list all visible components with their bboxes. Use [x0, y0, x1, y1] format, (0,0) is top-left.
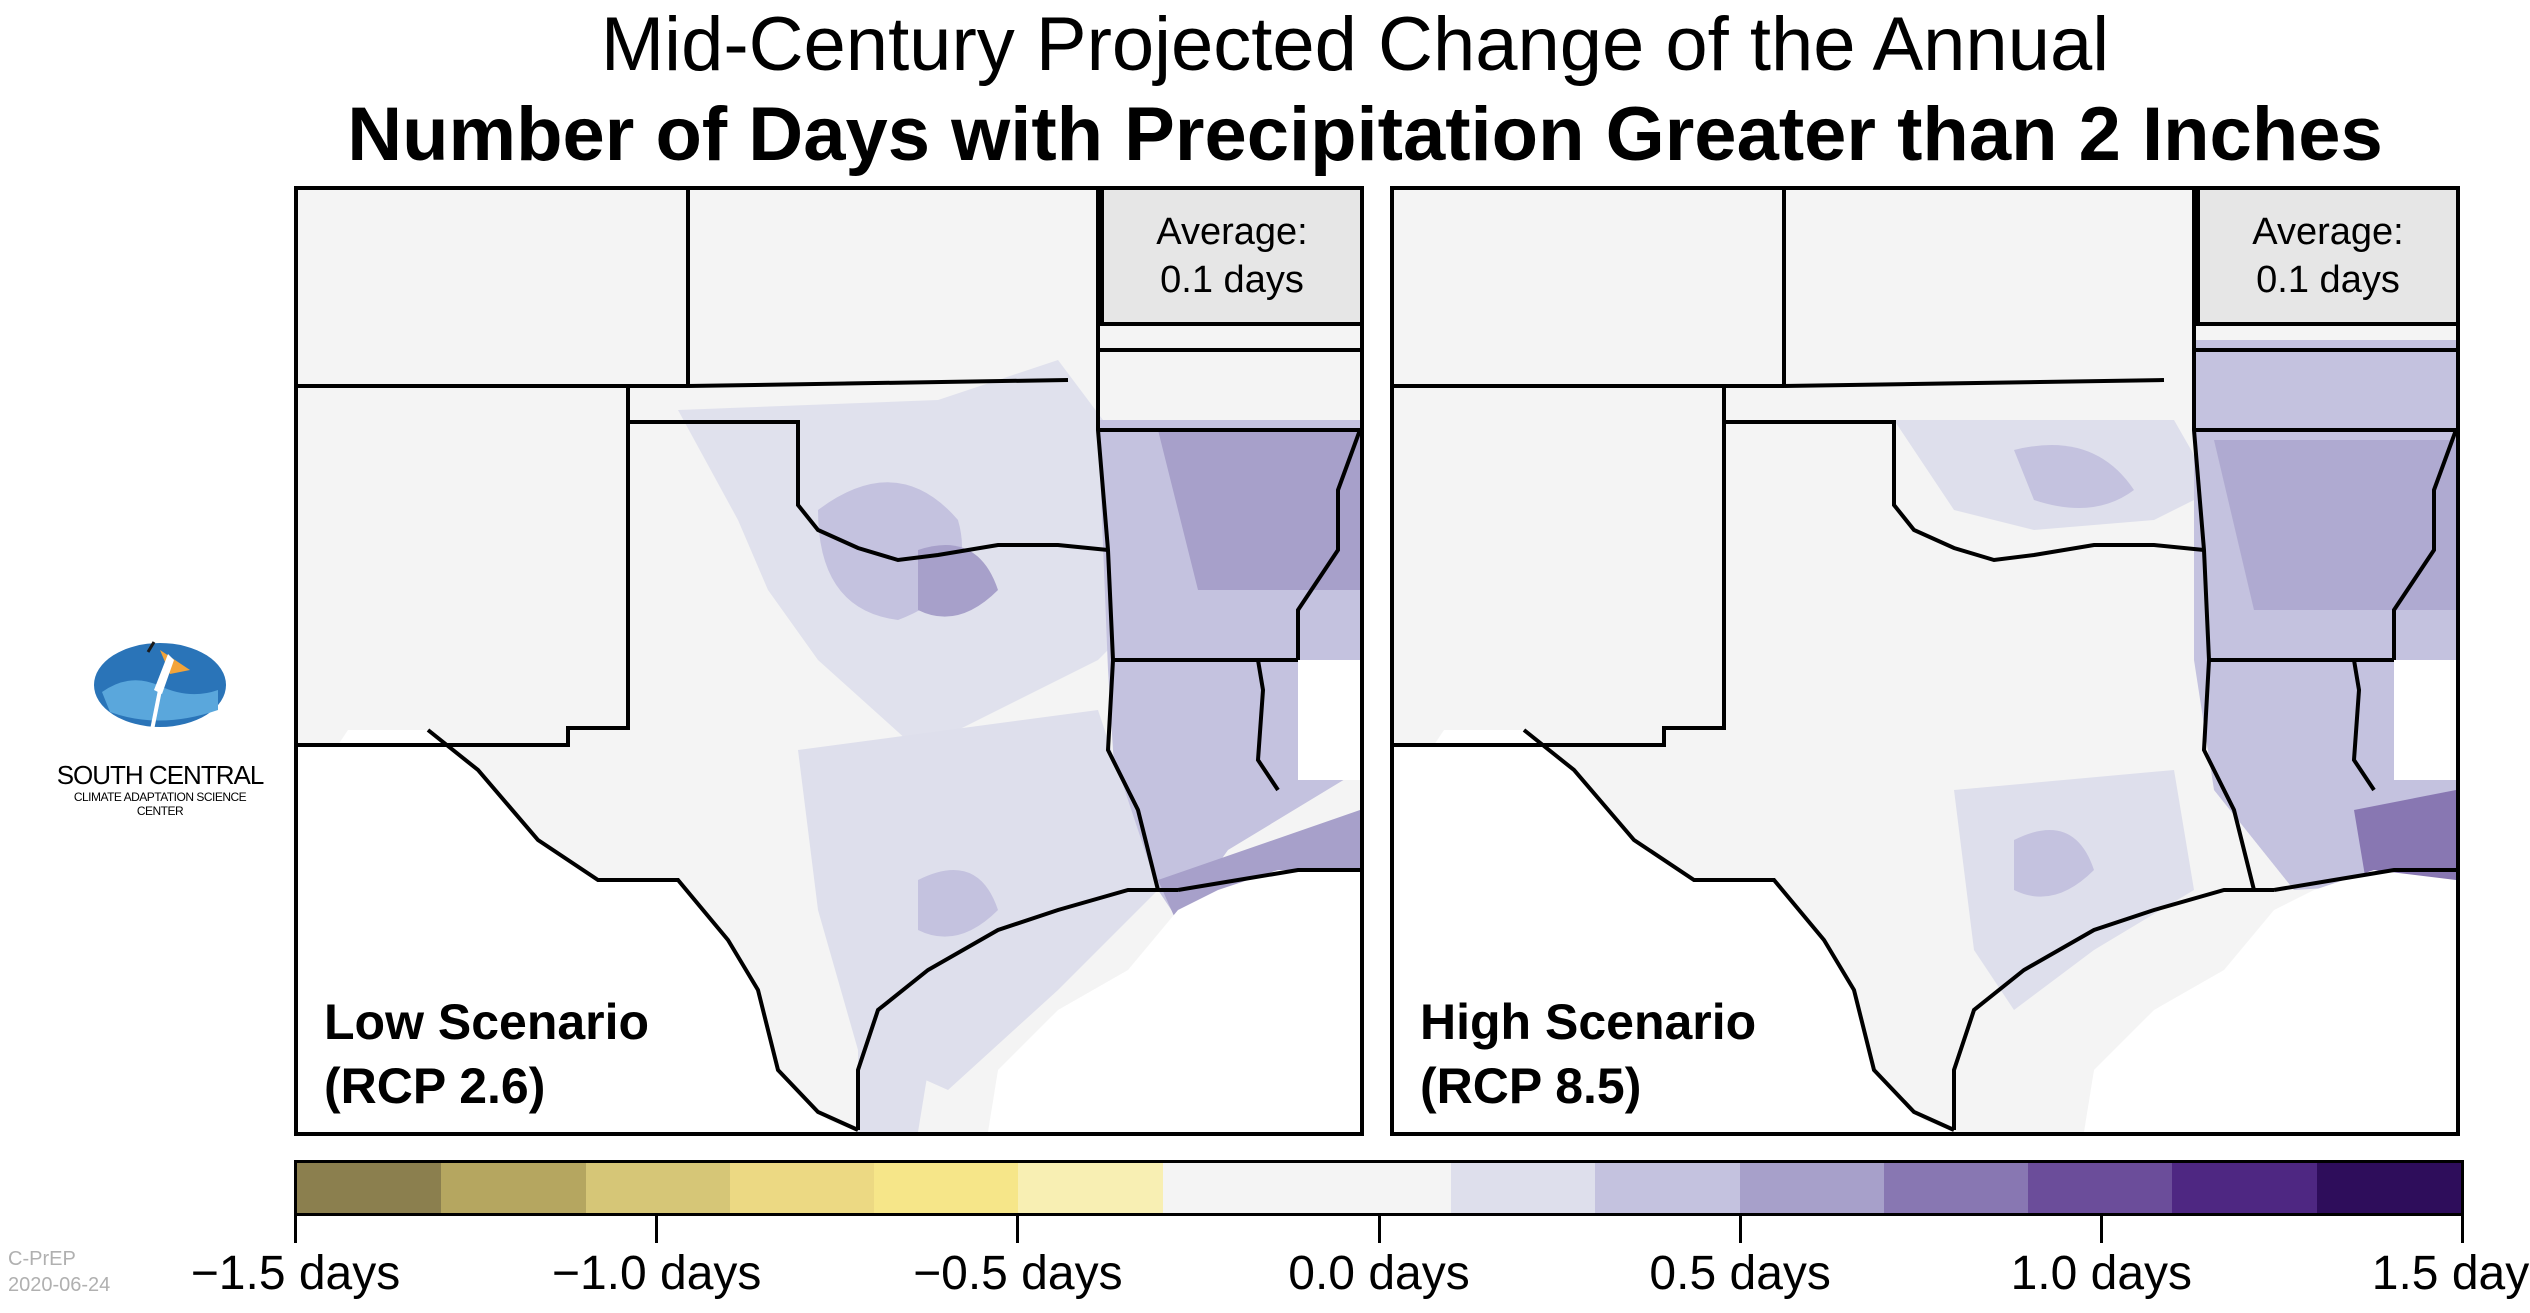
colorbar-segment	[297, 1163, 442, 1213]
colorbar-segment	[1595, 1163, 1740, 1213]
colorbar-tick	[1016, 1213, 1020, 1243]
map-high-scenario	[1394, 190, 2456, 1132]
colorbar-segment	[2172, 1163, 2317, 1213]
colorbar-tick-label: 1.5 days	[2371, 1247, 2530, 1300]
colorbar-tick	[655, 1213, 659, 1243]
average-value: 0.1 days	[2256, 259, 2400, 301]
colorbar-segment	[2028, 1163, 2173, 1213]
colorbar-legend	[294, 1160, 2464, 1216]
colorbar-segment	[1739, 1163, 1884, 1213]
colorbar-tick	[294, 1213, 297, 1243]
colorbar-segment	[729, 1163, 875, 1213]
average-box: Average: 0.1 days	[1100, 190, 1360, 326]
credit-org: C-PrEP	[8, 1248, 76, 1270]
logo-subtitle: CLIMATE ADAPTATION SCIENCE CENTER	[73, 790, 247, 818]
scenario-name: High Scenario	[1420, 994, 1757, 1050]
colorbar-segment	[1162, 1163, 1307, 1213]
title-line-2: Number of Days with Precipitation Greate…	[347, 92, 2383, 177]
map-panel-low: Average: 0.1 days Low Scenario (RCP 2.6)	[294, 186, 1364, 1136]
colorbar-segment	[1883, 1163, 2029, 1213]
colorbar-segment	[874, 1163, 1019, 1213]
average-label: Average:	[2252, 211, 2404, 253]
map-panel-high: Average: 0.1 days High Scenario (RCP 8.5…	[1390, 186, 2460, 1136]
colorbar-tick	[2099, 1213, 2103, 1243]
scenario-label: High Scenario (RCP 8.5)	[1420, 990, 1756, 1118]
colorbar-tick-label: −0.5 days	[913, 1247, 1123, 1300]
scenario-rcp: (RCP 2.6)	[324, 1058, 546, 1114]
colorbar-segment	[1451, 1163, 1596, 1213]
average-box: Average: 0.1 days	[2196, 190, 2456, 326]
colorbar-tick	[1377, 1213, 1381, 1243]
map-low-scenario	[298, 190, 1360, 1132]
colorbar-tick-label: −1.5 days	[190, 1247, 401, 1300]
colorbar-segment	[2316, 1163, 2461, 1213]
credit: C-PrEP 2020-06-24	[8, 1246, 110, 1298]
title-line-1: Mid-Century Projected Change of the Annu…	[600, 2, 2110, 87]
colorbar-tick-label: 1.0 days	[2010, 1247, 2193, 1300]
colorbar-segment	[585, 1163, 730, 1213]
scenario-name: Low Scenario	[324, 994, 650, 1050]
scenario-rcp: (RCP 8.5)	[1420, 1058, 1642, 1114]
average-label: Average:	[1156, 211, 1308, 253]
colorbar-tick-label: −1.0 days	[551, 1247, 762, 1300]
colorbar-segment	[1306, 1163, 1452, 1213]
average-value: 0.1 days	[1160, 259, 1304, 301]
scenario-label: Low Scenario (RCP 2.6)	[324, 990, 649, 1118]
colorbar-segment	[441, 1163, 586, 1213]
credit-date: 2020-06-24	[8, 1274, 111, 1296]
south-central-casc-logo	[94, 641, 226, 731]
colorbar-tick-label: 0.0 days	[1288, 1247, 1470, 1300]
colorbar-tick	[1738, 1213, 1742, 1243]
colorbar-tick	[2461, 1213, 2464, 1243]
colorbar-segment	[1018, 1163, 1163, 1213]
colorbar-tick-label: 0.5 days	[1649, 1247, 1831, 1300]
logo-title: SOUTH CENTRAL	[56, 760, 265, 790]
